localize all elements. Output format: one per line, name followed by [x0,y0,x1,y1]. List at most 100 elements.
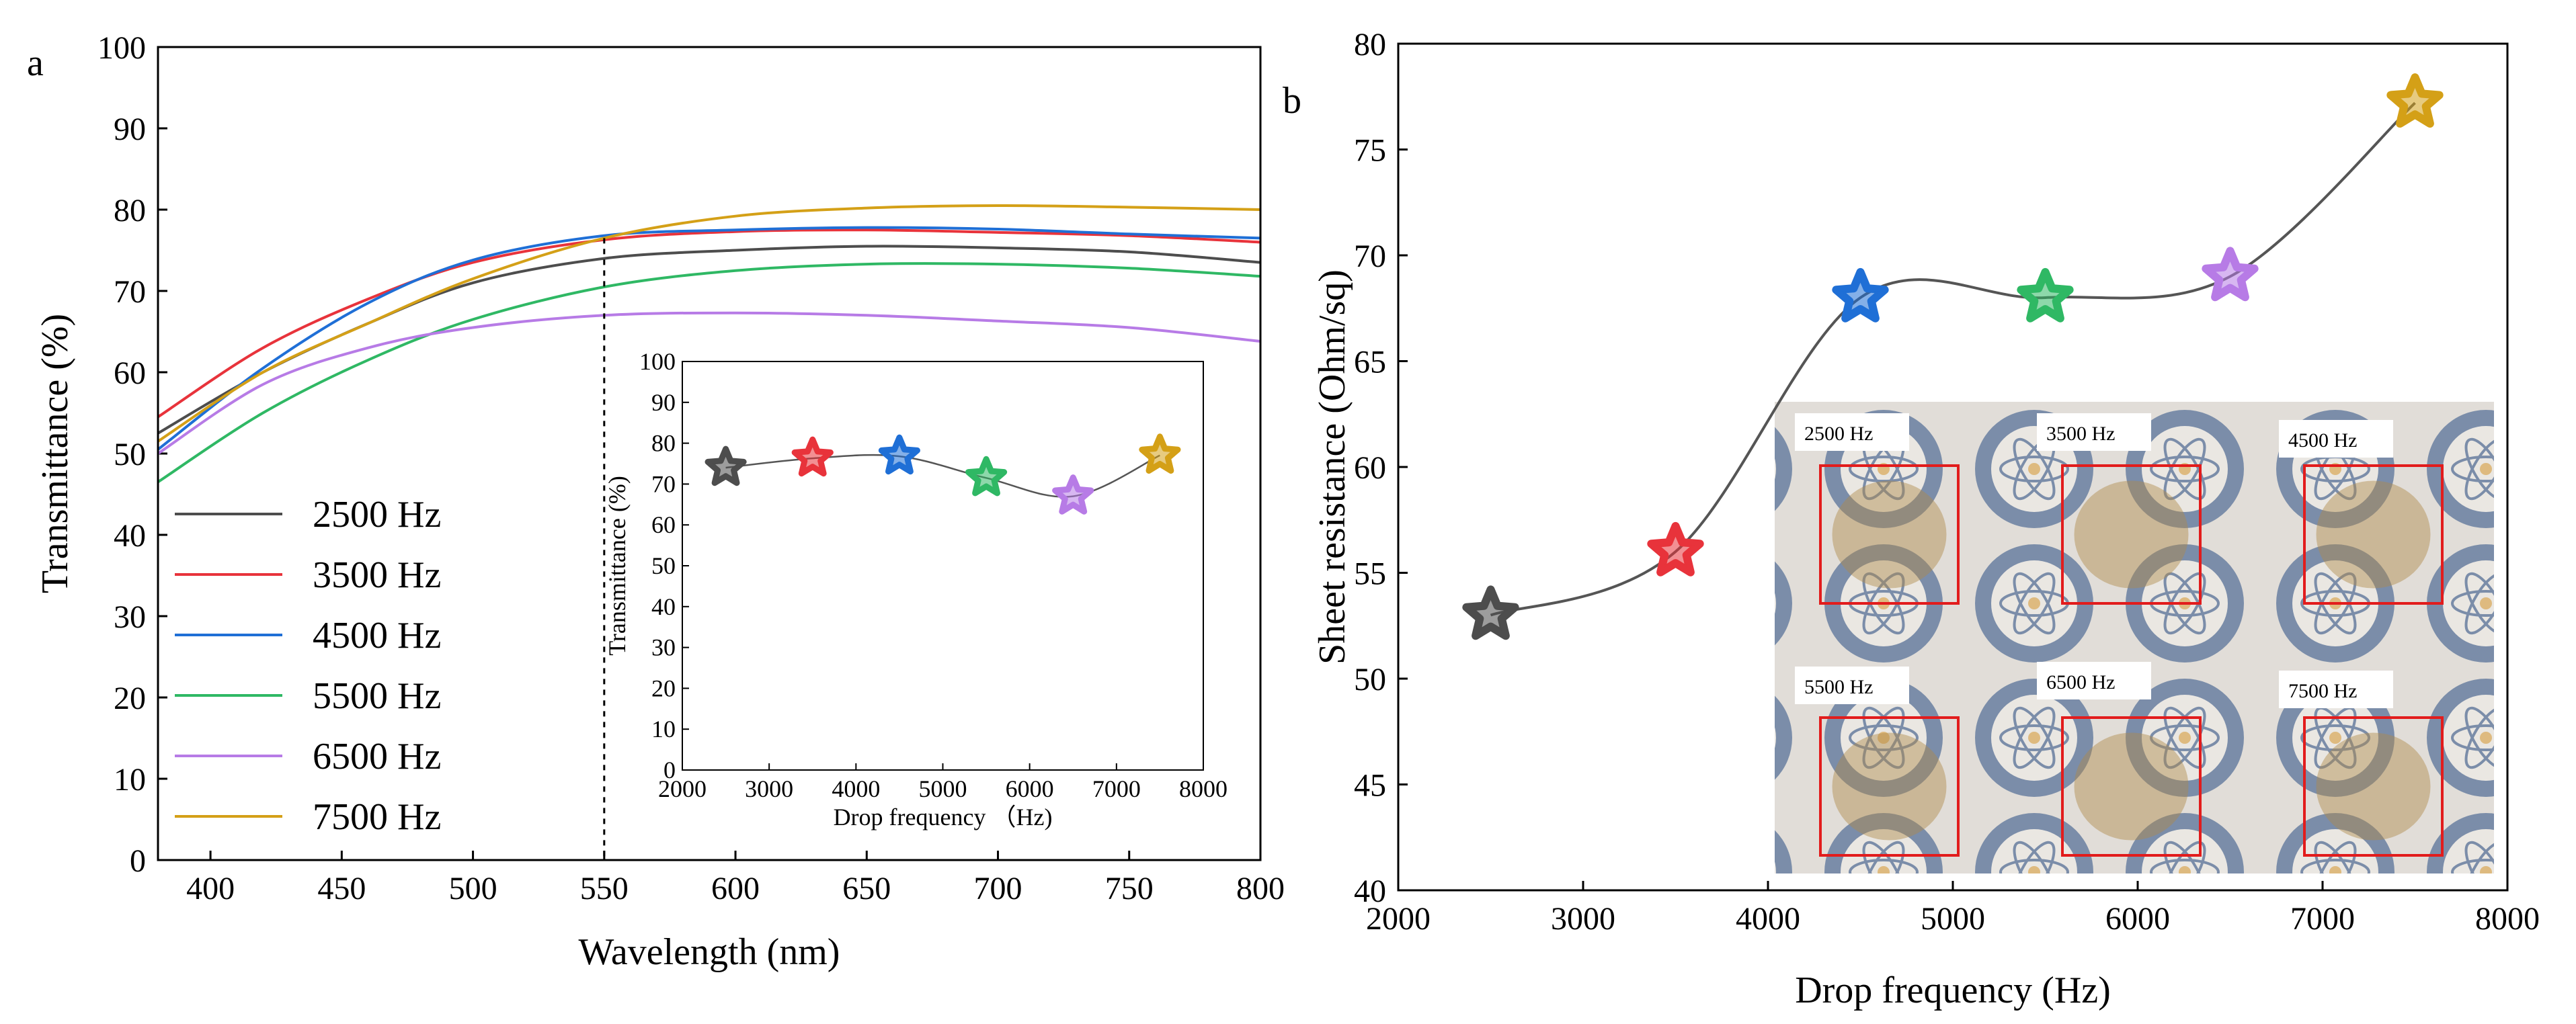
y-tick-label: 100 [97,30,146,66]
resistance-star-marker-outline [1462,585,1519,640]
resistance-star-marker-outline [2386,73,2444,128]
sample-stain [2316,480,2431,589]
x-tick-label: 550 [580,871,629,906]
inset-y-tick-label: 0 [663,757,676,783]
y-tick-label: 50 [114,437,146,472]
resistance-star-marker-outline [2202,247,2259,302]
inset-y-tick-label: 50 [651,552,676,579]
y-tick-label: 50 [1354,662,1386,697]
inset-y-tick-label: 20 [651,675,676,701]
inset-star-marker-fill [885,441,914,468]
x-tick-label: 7000 [2290,901,2355,937]
inset-y-tick-label: 70 [651,470,676,497]
inset-photo-wash [1775,402,2494,873]
photo-label: 3500 Hz [2046,423,2115,445]
y-tick-label: 70 [1354,239,1386,274]
panel-b-xlabel: Drop frequency (Hz) [1795,970,2111,1011]
inset-chart: 2000 3000 4000 5000 6000 7000 8000 0 10 20 30 40 50 6… [604,348,1227,830]
panel-a-ylabel: Transmittance (%) [34,314,76,593]
photo-label-background [1795,413,1909,451]
x-tick-label: 650 [842,871,891,906]
y-tick-label: 20 [114,681,146,716]
resistance-star-marker-fill [1656,531,1695,568]
inset-star-marker [705,445,747,486]
photo-label: 2500 Hz [1804,423,1873,445]
sample-box [2061,716,2202,857]
x-tick-label: 6000 [2105,901,2170,937]
series-line-6500-Hz [157,311,1261,455]
inset-star-marker-outline [705,445,747,486]
legend-label: 6500 Hz [313,736,441,777]
sample-box [1819,464,1960,605]
inset-frame [682,361,1204,771]
resistance-star-marker-outline [1647,521,1704,577]
inset-xlabel: Drop frequency （Hz) [834,804,1053,830]
y-tick-label: 10 [114,762,146,798]
sample-box [1819,716,1960,857]
y-tick-label: 55 [1354,556,1386,592]
inset-x-tick-label: 3000 [745,775,793,802]
legend: 2500 Hz 3500 Hz 4500 Hz 5500 Hz 6500 Hz 7500 … [175,494,441,838]
photo-label-background [2037,413,2151,451]
inset-y-tick-label: 80 [651,430,676,457]
resistance-star-marker-outline [1832,267,1889,323]
inset-star-marker-fill [799,443,827,470]
legend-label: 4500 Hz [313,615,441,656]
x-tick-label: 500 [449,871,497,906]
photo-label: 4500 Hz [2288,429,2357,452]
y-tick-label: 80 [1354,27,1386,62]
y-tick-label: 70 [114,274,146,310]
resistance-star-marker [1462,585,1519,640]
inset-star-marker-outline [965,456,1008,497]
inset-photo-background [1775,402,2494,873]
x-tick-label: 600 [711,871,760,906]
photo-label-background [1795,667,1909,704]
legend-label: 7500 Hz [313,796,441,838]
legend-label: 5500 Hz [313,675,441,717]
y-tick-label: 65 [1354,345,1386,380]
x-tick-label: 800 [1236,871,1285,906]
y-tick-label: 60 [1354,450,1386,486]
y-tick-label: 45 [1354,768,1386,804]
inset-star-marker-fill [1145,441,1174,468]
inset-star-marker-outline [791,436,834,477]
inset-star-marker-fill [972,463,1000,490]
inset-x-tick-label: 5000 [919,775,967,802]
sample-box [2303,464,2444,605]
inset-y-tick-label: 30 [651,634,676,661]
resistance-star-marker [2386,73,2444,128]
inset-x-tick-label: 2000 [658,775,707,802]
inset-y-tick-label: 90 [651,389,676,416]
inset-ylabel: Transmittance (%) [604,476,631,656]
inset-y-tick-label: 100 [639,348,676,375]
panel-b-chart: 2000 3000 4000 5000 6000 7000 8000 40 45 50 55 60 65… [1354,27,2540,937]
inset-y-tick-label: 60 [651,511,676,538]
inset-star-marker [1052,474,1094,515]
photo-label: 5500 Hz [1804,676,1873,698]
panel-a-xlabel: Wavelength (nm) [579,931,840,973]
sample-box [2061,464,2202,605]
inset-star-marker [965,456,1008,497]
inset-x-tick-label: 6000 [1006,775,1054,802]
photo-label-background [2279,420,2393,458]
photo-label: 7500 Hz [2288,680,2357,702]
resistance-star-marker [2202,247,2259,302]
resistance-star-marker-fill [2396,83,2434,120]
resistance-star-marker-fill [2026,278,2064,314]
series-line-5500-Hz [157,262,1261,484]
y-tick-label: 0 [130,843,146,879]
series-line-3500-Hz [157,228,1261,419]
photo-label: 6500 Hz [2046,671,2115,693]
sample-stain [2316,732,2431,841]
inset-star-marker-fill [1059,481,1087,509]
series-line-4500-Hz [157,226,1261,451]
panel-a-chart: 400 450 500 550 600 650 700 750 8000102030405060… [97,30,1285,906]
legend-label: 3500 Hz [313,554,441,596]
resistance-star-marker-outline [2017,267,2074,323]
inset-star-marker-outline [878,434,920,475]
inset-x-tick-label: 8000 [1179,775,1227,802]
photo-label-background [2279,671,2393,708]
inset-star-marker [791,436,834,477]
inset-x-tick-label: 7000 [1092,775,1141,802]
y-tick-label: 40 [1354,873,1386,909]
